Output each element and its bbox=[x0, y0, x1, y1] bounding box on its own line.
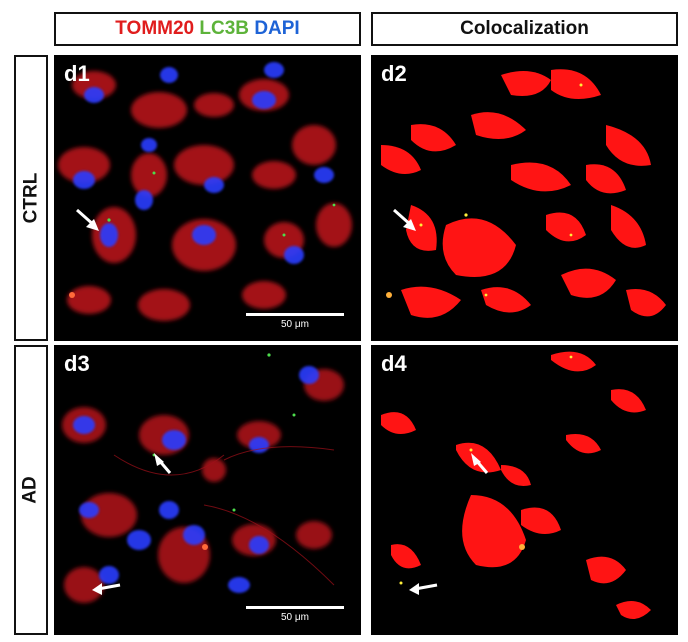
row-label-ad-text: AD bbox=[19, 476, 41, 504]
header-stains: TOMM20 LC3B DAPI bbox=[54, 12, 361, 46]
row-label-ctrl-text: CTRL bbox=[20, 172, 41, 224]
scale-bar-d3 bbox=[246, 606, 344, 609]
panel-label-d4: d4 bbox=[381, 351, 407, 376]
header-tomm20: TOMM20 bbox=[115, 18, 195, 39]
micrograph-d1 bbox=[58, 62, 352, 321]
header-colocalization-label: Colocalization bbox=[460, 18, 589, 39]
panel-label-d2: d2 bbox=[381, 61, 407, 86]
panel-d1-merged-ctrl: d1 50 μm bbox=[54, 55, 361, 341]
micrograph-d3 bbox=[62, 353, 344, 603]
panel-d3-merged-ad: d3 50 μm bbox=[54, 345, 361, 635]
panel-d4-colocalization-ad: d4 bbox=[371, 345, 678, 635]
row-label-ctrl: CTRL bbox=[14, 55, 48, 341]
header-dapi: DAPI bbox=[254, 18, 300, 39]
header-lc3b: LC3B bbox=[199, 18, 250, 39]
micrograph-d2 bbox=[381, 69, 666, 318]
scale-bar-d1 bbox=[246, 313, 344, 316]
scale-bar-label-d3: 50 μm bbox=[281, 612, 309, 623]
micrograph-d4 bbox=[381, 351, 651, 619]
panel-label-d3: d3 bbox=[64, 351, 90, 376]
panel-label-d1: d1 bbox=[64, 61, 90, 86]
row-label-ad: AD bbox=[14, 345, 48, 635]
panel-d2-colocalization-ctrl: d2 bbox=[371, 55, 678, 341]
scale-bar-label-d1: 50 μm bbox=[281, 319, 309, 330]
header-colocalization: Colocalization bbox=[371, 12, 678, 46]
